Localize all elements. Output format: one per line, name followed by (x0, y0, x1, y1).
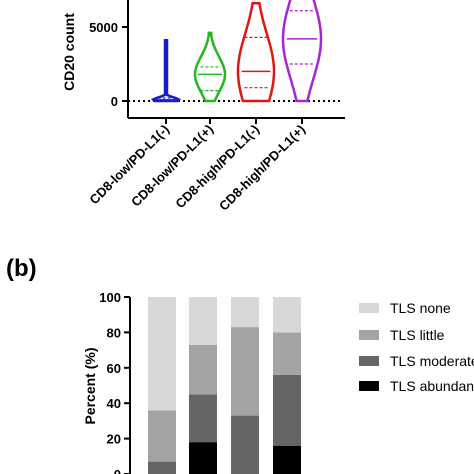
violin-y-axis-label: CD20 count (61, 13, 77, 91)
legend-swatch (359, 356, 379, 366)
bar-segment-tls-little (148, 410, 176, 462)
bar-segment-tls-none (231, 297, 259, 328)
violin-x-tick-label: CD8-high/PD-L1(-) (172, 122, 262, 212)
bar-segment-tls-moderated (231, 415, 259, 474)
violin-x-tick-label: CD8-high/PD-L1(+) (216, 122, 308, 214)
bar-y-tick-label: 20 (107, 432, 121, 447)
bar-segment-tls-moderated (273, 374, 301, 446)
bar-segment-tls-moderated (189, 394, 217, 443)
bar-segment-tls-none (273, 297, 301, 333)
violin-3 (236, 2, 276, 103)
bar-segment-tls-little (273, 332, 301, 375)
bar-segment-tls-little (189, 344, 217, 395)
legend-label: TLS little (390, 327, 445, 343)
legend-label: TLS abundant (390, 378, 474, 394)
bar-segment-tls-little (231, 327, 259, 416)
violin-chart-panel: CD20 count 0 5000 CD8-low/PD-L1(-)CD8-low… (61, 0, 345, 214)
bar-y-tick-label: 80 (107, 325, 121, 340)
bar-y-axis-label: Percent (%) (82, 347, 98, 424)
bar-y-tick-label: 100 (99, 290, 121, 305)
legend-swatch (359, 330, 379, 340)
violin-1 (150, 39, 182, 103)
bar-segment-tls-abundant (189, 442, 217, 474)
bar-y-tick-label: 0 (114, 467, 121, 474)
stacked-bar-chart-panel: Percent (%) 0 20 40 60 80 100 TLS none TLS lit… (82, 290, 474, 474)
violin-y-tick-label: 0 (111, 94, 118, 109)
bar-segment-tls-abundant (273, 445, 301, 474)
violin-2 (193, 31, 227, 103)
legend-swatch (359, 381, 379, 391)
bar-segment-tls-moderated (148, 461, 176, 474)
bar-segment-tls-none (189, 297, 217, 345)
bar-y-tick-label: 60 (107, 361, 121, 376)
bar-y-tick-label: 40 (107, 396, 121, 411)
legend-label: TLS none (390, 300, 451, 316)
violin-x-tick-label: CD8-low/PD-L1(+) (128, 122, 216, 210)
legend-label: TLS moderated (390, 353, 474, 369)
violin-4 (281, 0, 323, 103)
bar-segment-tls-none (148, 297, 176, 411)
panel-label-b: (b) (6, 255, 37, 282)
violin-y-tick-label: 5000 (89, 20, 118, 35)
violin-x-tick-label: CD8-low/PD-L1(-) (86, 122, 172, 208)
legend-swatch (359, 303, 379, 313)
